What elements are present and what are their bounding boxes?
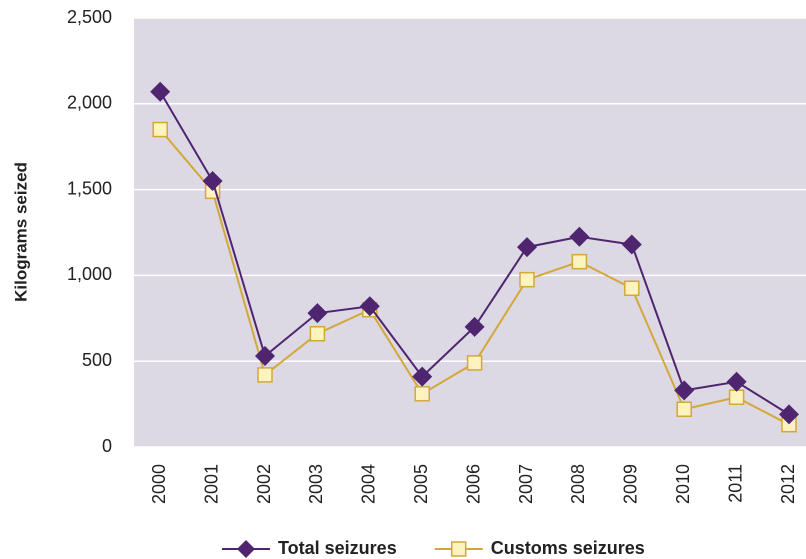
legend-marker [450, 541, 467, 557]
x-tick-label: 2006 [463, 464, 483, 504]
x-tick-label: 2001 [201, 464, 221, 504]
x-tick-label: 2003 [306, 464, 326, 504]
x-tick-label: 2004 [359, 464, 379, 504]
plot-area [134, 18, 806, 447]
data-point [726, 371, 747, 392]
y-tick-label: 1,000 [67, 264, 112, 284]
data-point [359, 296, 380, 317]
data-point [676, 401, 692, 417]
data-point [674, 380, 695, 401]
data-point [519, 271, 535, 288]
data-point [307, 303, 328, 324]
x-tick-label: 2011 [725, 464, 745, 503]
legend-marker [237, 540, 255, 558]
data-point [202, 171, 223, 192]
data-point [309, 325, 326, 342]
y-tick-label: 2,000 [67, 93, 112, 113]
legend-label: Total seizures [278, 538, 397, 558]
data-point [571, 253, 588, 270]
y-tick-label: 500 [82, 350, 112, 370]
data-point [414, 386, 430, 402]
x-tick-label: 2002 [254, 464, 274, 504]
data-point [464, 316, 485, 337]
data-point [152, 121, 168, 138]
x-tick-label: 2007 [516, 464, 536, 504]
data-point [624, 280, 640, 297]
x-tick-label: 2012 [778, 464, 798, 504]
data-point [466, 355, 483, 371]
x-tick-label: 2010 [673, 464, 693, 504]
data-point [255, 346, 275, 367]
x-tick-label: 2000 [149, 464, 169, 504]
y-axis-label: Kilograms seized [11, 162, 30, 302]
data-point [257, 367, 273, 383]
data-point [621, 234, 642, 255]
data-point [779, 404, 799, 425]
data-point [517, 237, 537, 258]
x-tick-label: 2005 [411, 464, 431, 504]
y-tick-label: 0 [102, 436, 112, 456]
x-tick-label: 2009 [621, 464, 641, 504]
y-tick-label: 1,500 [67, 178, 112, 198]
legend-label: Customs seizures [491, 538, 645, 558]
data-point [728, 389, 745, 405]
data-point [412, 366, 433, 387]
x-tick-label: 2008 [568, 464, 588, 504]
data-point [569, 226, 590, 247]
data-point [150, 81, 171, 102]
y-tick-label: 2,500 [67, 7, 112, 27]
